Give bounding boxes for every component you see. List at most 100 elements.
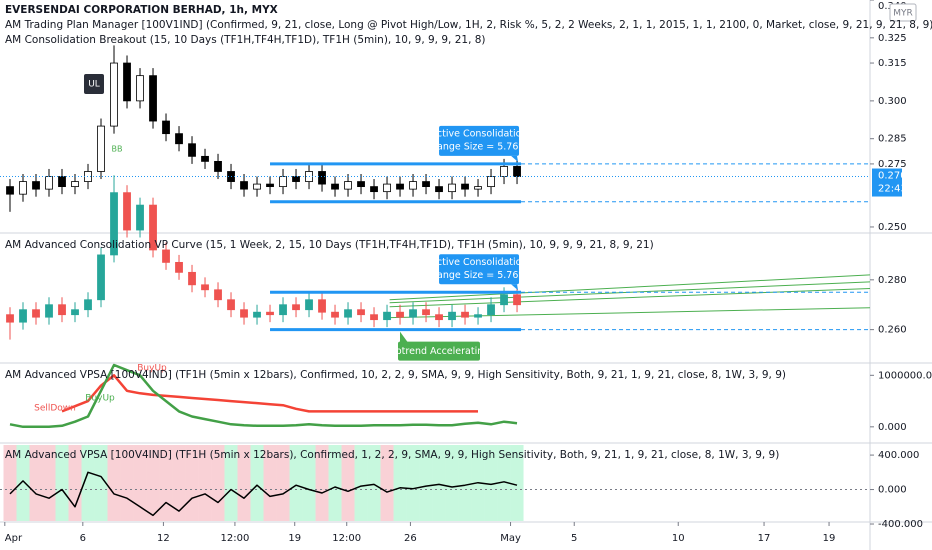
candle-body [136, 75, 144, 102]
series-line [61, 374, 478, 413]
candle-body [279, 176, 287, 188]
candle-body [6, 314, 14, 323]
candle-body [253, 183, 261, 190]
currency-box [889, 3, 917, 22]
signal-label: SellDown [34, 404, 76, 414]
range-label-box [439, 125, 520, 156]
range-label-pointer [511, 155, 519, 162]
candle-body [6, 186, 14, 195]
candle-body [97, 125, 105, 172]
range-label: Active Consolidation [431, 257, 528, 268]
candle-body [435, 314, 443, 321]
range-label: Active Consolidation [431, 128, 528, 139]
last-price-box [872, 168, 902, 197]
range-label: (Range Size = 5.76%) [427, 141, 531, 152]
candle-body [71, 309, 79, 316]
y-tick-label: 0.280 [878, 275, 907, 286]
candle-body [188, 143, 196, 157]
candle-body [240, 309, 248, 318]
sign-band [380, 445, 394, 521]
candle-body [279, 304, 287, 316]
candle-body [162, 120, 170, 135]
candle-body [201, 284, 209, 291]
pane-title: AM Advanced VPSA [100V4IND] (TF1H (5min … [5, 449, 779, 461]
candle-body [409, 181, 417, 190]
indicator-label: AM Consolidation Breakout (15, 10 Days (… [5, 34, 486, 46]
candle-body [149, 75, 157, 122]
sign-band [302, 445, 316, 521]
candle-body [110, 192, 118, 256]
x-tick-label: 12:00 [332, 533, 361, 544]
x-tick-label: 17 [758, 533, 771, 544]
trend-line [389, 288, 871, 308]
candle-body [97, 254, 105, 301]
candle-body [227, 299, 235, 311]
candle-body [500, 166, 508, 177]
sign-band [146, 445, 160, 521]
candle-body [175, 133, 183, 145]
y-tick-label: 400.000 [878, 450, 919, 461]
candle-body [188, 271, 196, 286]
sign-band [419, 445, 433, 521]
label-box [84, 74, 104, 94]
sign-band [328, 445, 342, 521]
y-tick-label: 0.315 [878, 58, 907, 69]
candle-body [58, 176, 66, 188]
signal-label: BuyUp [137, 364, 167, 374]
candle-body [123, 62, 131, 102]
sign-band [406, 445, 420, 521]
candle-body [253, 311, 261, 318]
candle-body [422, 181, 430, 188]
candle-body [487, 304, 495, 316]
sign-band [354, 445, 368, 521]
candle-body [474, 314, 482, 318]
x-tick-label: 19 [288, 533, 301, 544]
candle-body [292, 304, 300, 311]
candle-body [149, 204, 157, 251]
candle-body [513, 166, 521, 177]
trend-line [389, 307, 871, 319]
sign-band [497, 445, 511, 521]
candle-body [370, 186, 378, 193]
candle-body [110, 62, 118, 127]
candle-body [214, 160, 222, 172]
candle-body [513, 294, 521, 306]
pane-title: EVERSENDAI CORPORATION BERHAD, 1h, MYX [5, 4, 278, 16]
candle-body [474, 186, 482, 190]
x-tick-label: 26 [404, 533, 417, 544]
x-tick-label: May [500, 533, 521, 544]
sign-band [484, 445, 498, 521]
sign-band [16, 445, 30, 521]
x-tick-label: 19 [823, 533, 836, 544]
candle-body [32, 181, 40, 190]
sign-band [367, 445, 381, 521]
sign-band [172, 445, 186, 521]
candle-body [422, 309, 430, 316]
y-tick-label: 0.325 [878, 33, 907, 44]
x-tick-label: 6 [80, 533, 86, 544]
candle-body [45, 304, 53, 318]
candle-body [58, 304, 66, 316]
candle-body [435, 186, 443, 193]
candle-body [357, 181, 365, 188]
y-tick-label: 0.250 [878, 222, 907, 233]
y-tick-label: 0.000 [878, 422, 907, 433]
signal-box [398, 341, 480, 361]
x-tick-label: 5 [571, 533, 577, 544]
sign-band [445, 445, 459, 521]
candle-body [318, 171, 326, 185]
candle-body [201, 155, 209, 162]
candle-body [123, 192, 131, 231]
sign-band [276, 445, 290, 521]
sign-band [250, 445, 264, 521]
sign-band [42, 445, 56, 521]
x-tick-label: 12 [157, 533, 170, 544]
candle-body [240, 181, 248, 190]
signal-label: BuyUp [85, 394, 115, 404]
sign-band [289, 445, 303, 521]
sign-band [341, 445, 355, 521]
currency-label: MYR [893, 9, 913, 19]
signal-label: Uptrend Accelerating [389, 346, 490, 357]
candle-body [292, 176, 300, 182]
